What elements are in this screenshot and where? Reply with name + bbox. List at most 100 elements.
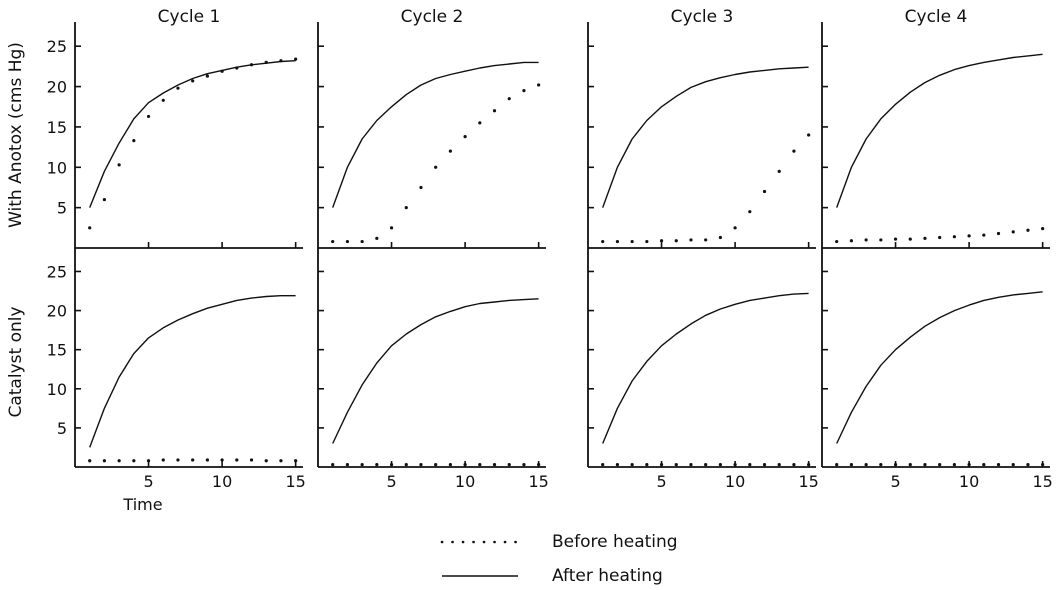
before-heating-point xyxy=(938,235,942,240)
before-heating-point xyxy=(235,458,239,462)
before-heating-point xyxy=(879,463,883,467)
legend-label-before: Before heating xyxy=(552,532,678,552)
y-tick-label: 10 xyxy=(47,380,67,399)
before-heating-point xyxy=(522,89,526,93)
before-heating-point xyxy=(463,463,467,467)
before-heating-point xyxy=(448,149,452,153)
before-heating-point xyxy=(264,60,268,64)
before-heating-point xyxy=(434,165,438,169)
after-heating-line xyxy=(836,53,1043,208)
column-title: Cycle 1 xyxy=(158,7,221,27)
before-heating-point xyxy=(748,463,752,467)
before-heating-point xyxy=(522,463,526,467)
before-heating-point xyxy=(718,463,722,467)
before-heating-point xyxy=(748,210,752,214)
x-tick-label: 15 xyxy=(798,472,818,491)
legend: Before heating After heating xyxy=(440,530,760,590)
before-heating-point xyxy=(674,239,678,243)
column-title: Cycle 3 xyxy=(671,7,734,27)
before-heating-point xyxy=(630,239,634,244)
before-heating-point xyxy=(117,163,121,167)
before-heating-point xyxy=(645,239,649,244)
before-heating-point xyxy=(689,463,693,467)
legend-entry-after: After heating xyxy=(440,564,760,588)
x-tick-label: 10 xyxy=(959,472,979,491)
before-heating-point xyxy=(967,234,971,238)
before-heating-point xyxy=(507,97,511,101)
y-tick-label: 15 xyxy=(47,341,67,360)
before-heating-point xyxy=(279,459,283,463)
legend-solid-sample xyxy=(442,575,518,577)
before-heating-point xyxy=(659,463,664,467)
before-heating-point xyxy=(249,458,254,462)
before-heating-point xyxy=(419,463,423,467)
before-heating-point xyxy=(220,458,224,462)
before-heating-point xyxy=(220,69,224,73)
before-heating-point xyxy=(659,239,664,243)
before-heating-point xyxy=(807,133,811,137)
before-heating-point xyxy=(1041,227,1045,231)
before-heating-point xyxy=(923,463,927,467)
x-tick-label: 5 xyxy=(386,472,396,491)
before-heating-point xyxy=(630,463,634,467)
before-heating-point xyxy=(448,463,452,467)
before-heating-point xyxy=(762,463,767,467)
before-heating-point xyxy=(404,463,408,467)
before-heating-point xyxy=(1011,230,1015,234)
before-heating-point xyxy=(132,459,136,463)
before-heating-point xyxy=(88,459,92,463)
before-heating-point xyxy=(849,239,854,243)
before-heating-point xyxy=(923,236,927,240)
before-heating-point xyxy=(733,226,737,230)
x-tick-label: 10 xyxy=(455,472,475,491)
legend-dotted-sample xyxy=(440,540,520,544)
row-label-catalyst: Catalyst only xyxy=(6,306,26,417)
after-heating-line xyxy=(89,295,296,448)
before-heating-point xyxy=(967,463,971,467)
before-heating-point xyxy=(893,237,898,241)
before-heating-point xyxy=(601,463,605,467)
before-heating-point xyxy=(191,458,195,462)
before-heating-point xyxy=(419,185,423,190)
y-tick-label: 10 xyxy=(47,158,67,177)
before-heating-point xyxy=(718,235,722,240)
before-heating-point xyxy=(537,83,541,87)
after-heating-line xyxy=(602,292,809,444)
before-heating-point xyxy=(375,236,379,240)
before-heating-point xyxy=(205,74,209,78)
before-heating-point xyxy=(249,63,254,67)
before-heating-point xyxy=(952,235,956,239)
before-heating-point xyxy=(492,109,497,113)
before-heating-point xyxy=(478,463,482,467)
before-heating-point xyxy=(117,459,121,463)
before-heating-point xyxy=(689,238,693,242)
legend-label-after: After heating xyxy=(552,566,663,586)
legend-entry-before: Before heating xyxy=(440,530,760,554)
before-heating-point xyxy=(733,463,737,467)
before-heating-point xyxy=(674,463,678,467)
before-heating-point xyxy=(360,239,364,244)
y-tick-label: 20 xyxy=(47,302,67,321)
before-heating-point xyxy=(792,463,796,467)
before-heating-point xyxy=(132,139,136,143)
before-heating-point xyxy=(492,463,497,467)
before-heating-point xyxy=(360,463,364,467)
before-heating-point xyxy=(792,149,796,153)
x-tick-label: 10 xyxy=(212,472,232,491)
before-heating-point xyxy=(1011,463,1015,467)
before-heating-point xyxy=(264,459,268,463)
before-heating-point xyxy=(205,458,209,462)
before-heating-point xyxy=(807,463,811,467)
before-heating-point xyxy=(235,66,239,70)
before-heating-point xyxy=(331,239,335,244)
row-label-anotox: With Anotox (cms Hg) xyxy=(6,42,26,228)
before-heating-point xyxy=(704,238,708,242)
x-tick-label: 5 xyxy=(656,472,666,491)
before-heating-point xyxy=(908,463,912,467)
before-heating-point xyxy=(777,463,781,467)
before-heating-point xyxy=(777,169,781,173)
before-heating-point xyxy=(88,226,92,230)
y-tick-label: 15 xyxy=(47,118,67,137)
before-heating-point xyxy=(176,86,180,90)
before-heating-point xyxy=(463,135,467,139)
